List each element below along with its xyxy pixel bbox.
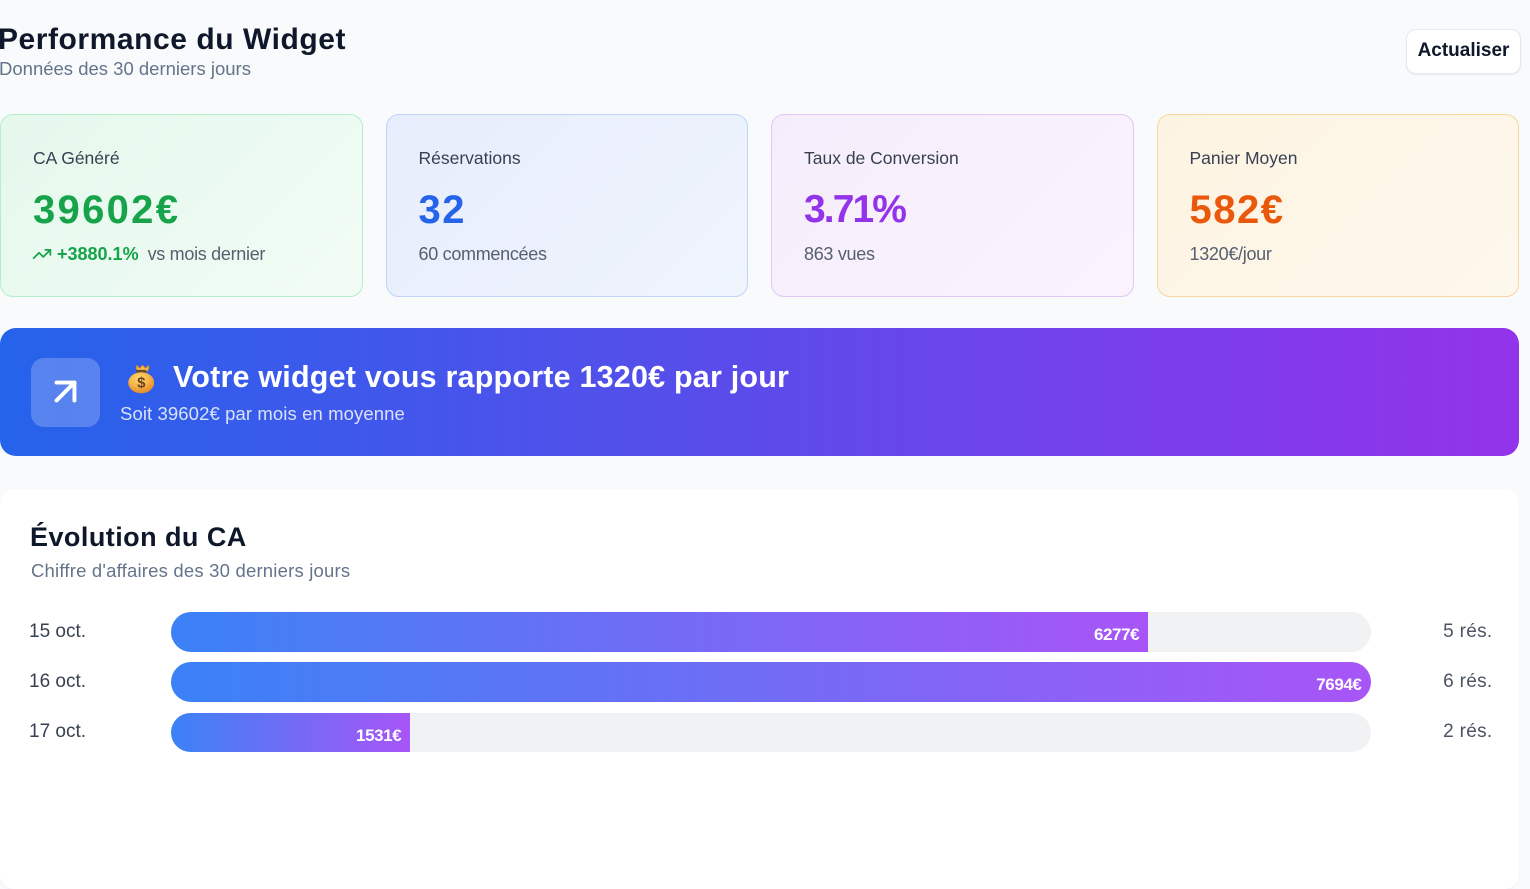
svg-text:$: $ bbox=[137, 375, 146, 392]
